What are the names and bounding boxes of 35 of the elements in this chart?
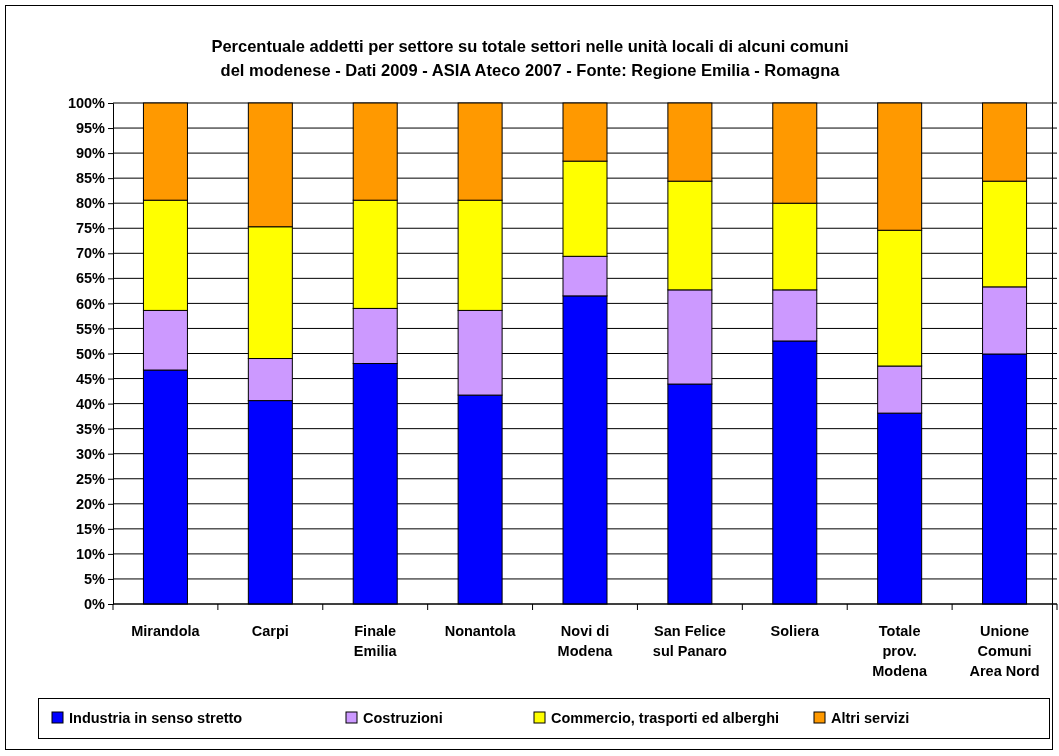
y-tick-label: 15% [75,520,106,537]
y-tick-label: 10% [75,546,106,563]
x-tick-label: San Felice sul Panaro [652,623,728,659]
y-tick-label: 95% [75,120,106,137]
y-tick-label: 20% [75,495,106,512]
y-tick-label: 35% [75,420,106,437]
x-tick-label: Soliera [770,623,820,639]
x-tick-label: Mirandola [131,623,201,639]
y-tick-label: 45% [75,370,106,387]
y-tick-label: 5% [84,571,106,588]
x-tick-label: Nonantola [444,623,517,639]
y-tick-label: 100% [67,95,106,112]
y-tick-label: 55% [75,320,106,337]
legend-label: Commercio, trasporti ed alberghi [551,710,780,726]
x-tick-label: Novi di Modena [557,623,614,659]
x-tick-label: Carpi [251,623,289,639]
y-tick-label: 60% [75,295,106,312]
y-tick-label: 65% [75,270,106,287]
y-tick-label: 70% [75,245,106,262]
y-tick-label: 40% [75,395,106,412]
y-tick-label: 85% [75,170,106,187]
y-tick-label: 80% [75,195,106,212]
y-tick-label: 90% [75,145,106,162]
x-tick-label: Unione Comuni Area Nord [969,623,1040,679]
y-tick-label: 30% [75,445,106,462]
y-tick-label: 50% [75,345,106,362]
legend-label: Costruzioni [363,710,443,726]
y-tick-label: 0% [84,596,106,613]
legend-label: Altri servizi [831,710,910,726]
y-tick-label: 25% [75,470,106,487]
x-tick-label: Totale prov. Modena [872,623,928,679]
legend-label: Industria in senso stretto [69,710,243,726]
x-tick-label: Finale Emilia [353,623,398,659]
chart-title: Percentuale addetti per settore su totale settori nelle unità locali di alcuni comuni del modenese - Dati 2009 - ASIA Ateco 2007 - Fonte: Regione Emilia - Romagna [211,37,849,79]
y-tick-label: 75% [75,220,106,237]
